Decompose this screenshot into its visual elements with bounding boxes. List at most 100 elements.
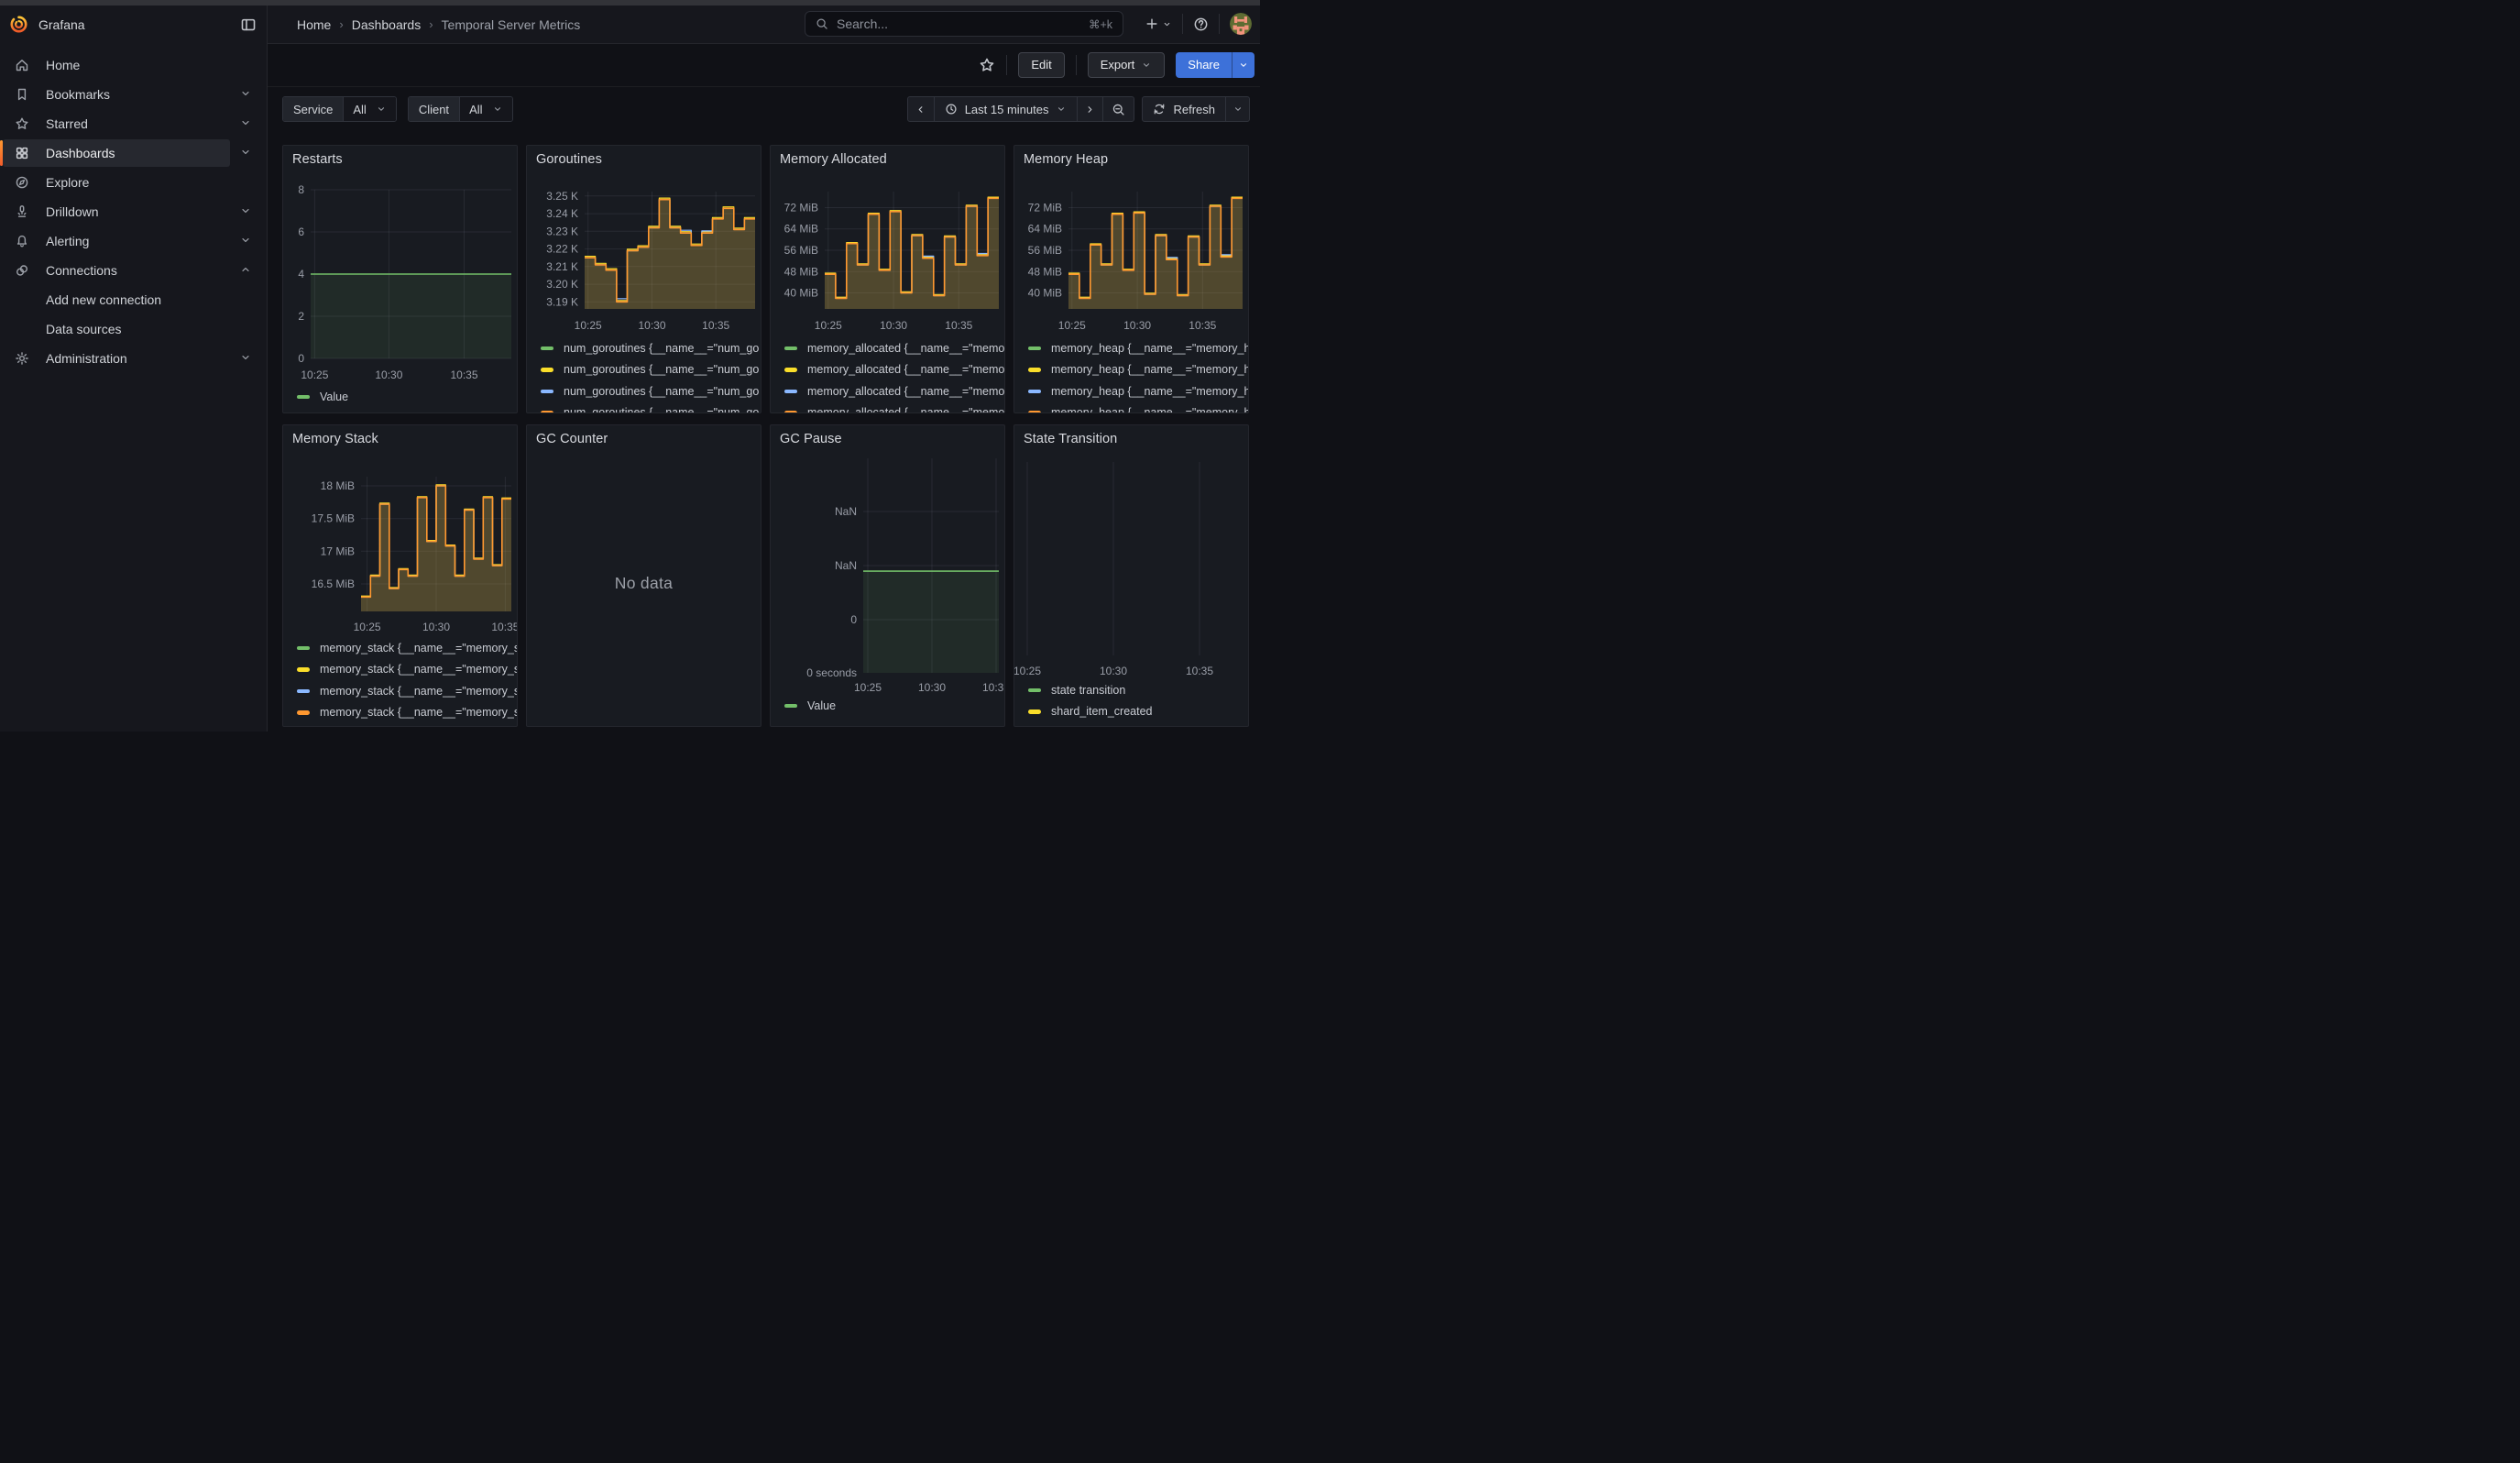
panel-title-gc-pause[interactable]: GC Pause (780, 432, 842, 446)
y-tick-label: 48 MiB (1028, 265, 1062, 278)
time-zoom-out-button[interactable] (1102, 97, 1134, 121)
refresh-label: Refresh (1173, 102, 1215, 116)
legend-series-marker (297, 394, 310, 399)
legend-item[interactable]: memory_stack {__name__="memory_s (283, 702, 517, 724)
panel-title-memory-allocated[interactable]: Memory Allocated (780, 152, 887, 167)
legend-item[interactable]: memory_stack {__name__="memory_s (283, 680, 517, 702)
y-tick-label: 0 (850, 613, 857, 626)
edit-button[interactable]: Edit (1018, 51, 1065, 78)
legend-series-marker (297, 710, 310, 715)
y-tick-label: 3.20 K (546, 278, 578, 291)
chevron-up-icon[interactable] (239, 263, 254, 278)
time-shift-forward-button[interactable] (1077, 97, 1102, 121)
x-tick-label: 10:35 (702, 319, 729, 332)
chevron-down-icon[interactable] (239, 116, 254, 131)
legend-item[interactable]: Value (771, 695, 1004, 717)
y-tick-label: 40 MiB (784, 287, 818, 300)
sidebar-item-label: Starred (46, 116, 88, 131)
x-tick-label: 10:25 (575, 319, 602, 332)
legend-item[interactable]: memory_allocated {__name__="memo (771, 402, 1004, 413)
y-tick-label: 6 (298, 226, 304, 238)
sidebar-item-home[interactable]: Home (0, 50, 267, 80)
sidebar-item-connections[interactable]: Connections (0, 256, 267, 285)
x-tick-label: 10:25 (354, 621, 381, 633)
filter-value-dropdown[interactable]: All (459, 97, 512, 121)
apps-icon (15, 146, 29, 160)
legend-series-marker (1028, 688, 1041, 692)
sidebar-item-dashboards[interactable]: Dashboards (0, 138, 267, 168)
x-tick-label: 10:30 (1100, 665, 1127, 677)
chevron-down-icon[interactable] (239, 146, 254, 160)
breadcrumb-item-dashboards[interactable]: Dashboards (351, 16, 422, 32)
share-button[interactable]: Share (1176, 52, 1232, 78)
panel-title-memory-stack[interactable]: Memory Stack (292, 432, 378, 446)
legend-item[interactable]: memory_heap {__name__="memory_h (1014, 337, 1248, 359)
legend-item[interactable]: num_goroutines {__name__="num_go (527, 359, 761, 381)
legend-series-label: num_goroutines {__name__="num_go (564, 384, 760, 398)
sidebar-item-starred[interactable]: Starred (0, 109, 267, 138)
legend-item[interactable]: Value (283, 386, 517, 408)
legend-item[interactable]: num_goroutines {__name__="num_go (527, 402, 761, 412)
time-shift-back-button[interactable] (908, 97, 934, 121)
export-button[interactable]: Export (1087, 51, 1166, 78)
breadcrumb-item-home[interactable]: Home (297, 16, 332, 32)
legend-item[interactable]: memory_stack {__name__="memory_s (283, 637, 517, 659)
chevron-down-icon[interactable] (239, 204, 254, 219)
legend-item[interactable]: memory_heap {__name__="memory_h (1014, 402, 1248, 412)
legend-item[interactable]: state transition (1014, 679, 1248, 701)
legend-series-marker (541, 411, 553, 412)
panel-title-gc-counter[interactable]: GC Counter (536, 432, 608, 446)
x-tick-label: 10:35 (1189, 319, 1216, 332)
chevron-down-icon[interactable] (239, 351, 254, 366)
y-tick-label: 56 MiB (1028, 244, 1062, 257)
time-range-picker[interactable]: Last 15 minutes (933, 97, 1078, 121)
y-tick-label: 2 (298, 310, 304, 323)
filter-value-dropdown[interactable]: All (343, 97, 396, 121)
chevron-down-icon[interactable] (239, 87, 254, 102)
legend-item[interactable]: memory_stack {__name__="memory_s (283, 659, 517, 681)
chevron-down-icon (1162, 19, 1172, 29)
panel-title-state-transition[interactable]: State Transition (1024, 432, 1118, 446)
avatar[interactable] (1230, 13, 1252, 35)
x-tick-label: 10:30 (638, 319, 665, 332)
dashboard-toolbar: Edit Export Share (268, 43, 1260, 87)
legend-series-label: memory_allocated {__name__="memo (807, 406, 1004, 413)
search-input[interactable]: Search... ⌘+k (805, 11, 1123, 37)
legend-item[interactable]: shard_item_created (1014, 701, 1248, 723)
legend-item[interactable]: num_goroutines {__name__="num_go (527, 337, 761, 359)
star-favorite-button[interactable] (979, 57, 995, 73)
zoom-out-icon (1112, 103, 1125, 116)
sidebar-item-bookmarks[interactable]: Bookmarks (0, 80, 267, 109)
refresh-interval-dropdown[interactable] (1225, 97, 1249, 121)
sidebar-item-add-new-connection[interactable]: Add new connection (0, 285, 267, 314)
star-icon (15, 116, 29, 131)
sidebar-item-administration[interactable]: Administration (0, 344, 267, 373)
panel-title-memory-heap[interactable]: Memory Heap (1024, 152, 1109, 167)
chevron-down-icon[interactable] (239, 234, 254, 248)
plus-icon (1145, 16, 1159, 31)
legend-item[interactable]: memory_allocated {__name__="memo (771, 380, 1004, 402)
dock-menu-icon[interactable] (240, 16, 257, 33)
panel-title-goroutines[interactable]: Goroutines (536, 152, 602, 167)
legend-item[interactable]: memory_heap {__name__="memory_h (1014, 380, 1248, 402)
no-data-message: No data (614, 574, 674, 592)
legend-series-label: num_goroutines {__name__="num_go (564, 363, 760, 377)
x-tick-label: 10:25 (301, 368, 328, 381)
legend-item[interactable]: memory_allocated {__name__="memo (771, 337, 1004, 359)
sidebar-item-drilldown[interactable]: Drilldown (0, 197, 267, 226)
share-dropdown-button[interactable] (1232, 51, 1255, 78)
sidebar-item-data-sources[interactable]: Data sources (0, 314, 267, 344)
help-button[interactable] (1193, 16, 1209, 32)
breadcrumb: Home › Dashboards › Temporal Server Metrics (268, 6, 580, 43)
add-button[interactable] (1145, 16, 1172, 31)
legend-item[interactable]: memory_heap {__name__="memory_h (1014, 359, 1248, 381)
share-button-label: Share (1188, 58, 1220, 72)
panel-title-restarts[interactable]: Restarts (292, 152, 343, 167)
legend-item[interactable]: memory_allocated {__name__="memo (771, 359, 1004, 381)
x-tick-label: 10:35 (491, 621, 518, 633)
panel-legend: memory_stack {__name__="memory_s memory_s… (283, 637, 517, 723)
legend-item[interactable]: num_goroutines {__name__="num_go (527, 380, 761, 402)
sidebar-item-explore[interactable]: Explore (0, 168, 267, 197)
sidebar-item-alerting[interactable]: Alerting (0, 226, 267, 256)
refresh-button[interactable]: Refresh (1143, 97, 1225, 121)
